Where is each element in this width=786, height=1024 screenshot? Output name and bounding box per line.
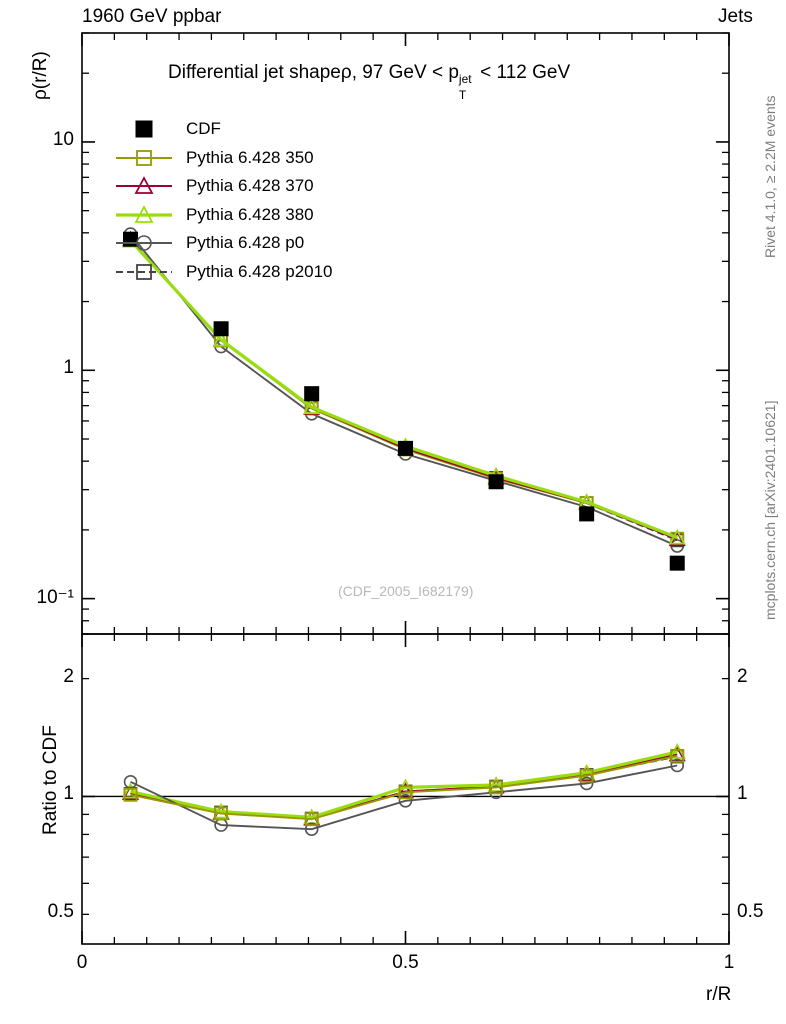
data-marker-filled-square bbox=[213, 321, 229, 337]
data-marker-square bbox=[304, 812, 319, 827]
title-suffix: < 112 GeV bbox=[474, 62, 571, 83]
data-marker-triangle bbox=[303, 398, 321, 414]
ratio-y-tick-label-right-1: 1 bbox=[737, 783, 748, 805]
legend-label-5: Pythia 6.428 p2010 bbox=[186, 261, 333, 281]
data-marker-square bbox=[214, 806, 229, 821]
data-marker-square bbox=[579, 768, 594, 783]
data-marker-filled-square bbox=[135, 120, 153, 138]
series-line bbox=[129, 239, 678, 542]
series-line bbox=[129, 239, 678, 540]
legend-label-0: CDF bbox=[186, 119, 221, 138]
x-tick-label-0: 0 bbox=[76, 952, 88, 973]
data-marker-filled-square bbox=[398, 440, 413, 456]
series-line bbox=[129, 238, 678, 541]
data-marker-triangle bbox=[487, 776, 505, 792]
data-marker-triangle bbox=[212, 330, 230, 347]
data-marker-triangle bbox=[134, 176, 154, 194]
legend-swatch-fsquare-icon bbox=[135, 120, 153, 138]
legend-swatch-square-icon bbox=[116, 263, 172, 280]
series-line bbox=[129, 239, 678, 540]
data-marker-square bbox=[398, 785, 413, 800]
data-marker-square bbox=[670, 748, 685, 763]
legend-label-3: Pythia 6.428 380 bbox=[186, 204, 314, 224]
series-line bbox=[130, 754, 678, 821]
x-tick-label-1: 0.5 bbox=[392, 952, 419, 973]
data-marker-circle bbox=[579, 776, 594, 791]
legend-swatch-triangle-icon bbox=[116, 204, 172, 223]
title-mid: , 97 GeV < p bbox=[351, 62, 459, 83]
data-marker-circle bbox=[123, 775, 138, 789]
data-marker-square bbox=[123, 787, 138, 802]
header-right: Jets bbox=[718, 6, 753, 27]
data-marker-triangle bbox=[578, 763, 596, 780]
data-marker-square bbox=[489, 780, 503, 795]
legend-swatch-triangle-icon bbox=[116, 176, 172, 194]
data-marker-circle bbox=[136, 235, 152, 251]
data-marker-filled-square bbox=[488, 474, 504, 490]
main-y-tick-label-2: 10⁻¹ bbox=[36, 586, 75, 608]
ratio-y-tick-label-right-2: 0.5 bbox=[737, 901, 764, 923]
ratio-y-tick-label-left-1: 1 bbox=[63, 783, 74, 805]
data-marker-triangle bbox=[122, 782, 140, 799]
legend-swatch-square-icon bbox=[116, 149, 172, 166]
data-marker-triangle bbox=[668, 742, 686, 759]
watermark: (CDF_2005_I682179) bbox=[338, 583, 474, 599]
data-marker-triangle bbox=[134, 204, 154, 223]
legend-label-2: Pythia 6.428 370 bbox=[186, 176, 314, 195]
data-marker-filled-square bbox=[669, 555, 685, 571]
main-panel-frame bbox=[81, 32, 730, 635]
data-marker-square bbox=[136, 149, 152, 166]
main-y-tick-label-1: 1 bbox=[63, 357, 74, 379]
title-subscript: T bbox=[458, 88, 467, 102]
main-series bbox=[123, 231, 685, 571]
data-marker-square bbox=[136, 263, 152, 280]
data-marker-filled-square bbox=[579, 506, 595, 522]
ratio-series bbox=[123, 748, 685, 827]
title-superscript: jet bbox=[458, 72, 472, 86]
data-marker-circle bbox=[670, 758, 685, 773]
data-marker-triangle bbox=[668, 528, 686, 545]
ratio-y-tick-label-left-2: 0.5 bbox=[47, 901, 74, 923]
x-tick-label-2: 1 bbox=[723, 952, 735, 973]
title-prefix: Differential jet shape bbox=[168, 62, 341, 83]
series-line bbox=[130, 750, 678, 819]
main-y-tick-label-0: 10 bbox=[52, 128, 74, 150]
series-line bbox=[130, 764, 678, 831]
data-marker-filled-square bbox=[304, 386, 320, 402]
title-rho: ρ bbox=[340, 62, 352, 83]
x-axis-label: r/R bbox=[706, 984, 732, 1005]
header-left: 1960 GeV ppbar bbox=[82, 6, 222, 27]
plot-title: Differential jet shapeρ, 97 GeV < p jet T … bbox=[168, 62, 571, 102]
data-marker-triangle bbox=[212, 802, 230, 819]
legend-label-4: Pythia 6.428 p0 bbox=[186, 233, 305, 252]
legend-swatch-circle-icon bbox=[116, 235, 172, 251]
legend-label-1: Pythia 6.428 350 bbox=[186, 147, 314, 167]
data-marker-circle bbox=[304, 822, 319, 836]
ratio-y-tick-label-right-0: 2 bbox=[737, 665, 748, 687]
ratio-y-tick-label-left-0: 2 bbox=[63, 665, 74, 687]
data-marker-circle bbox=[398, 793, 413, 808]
